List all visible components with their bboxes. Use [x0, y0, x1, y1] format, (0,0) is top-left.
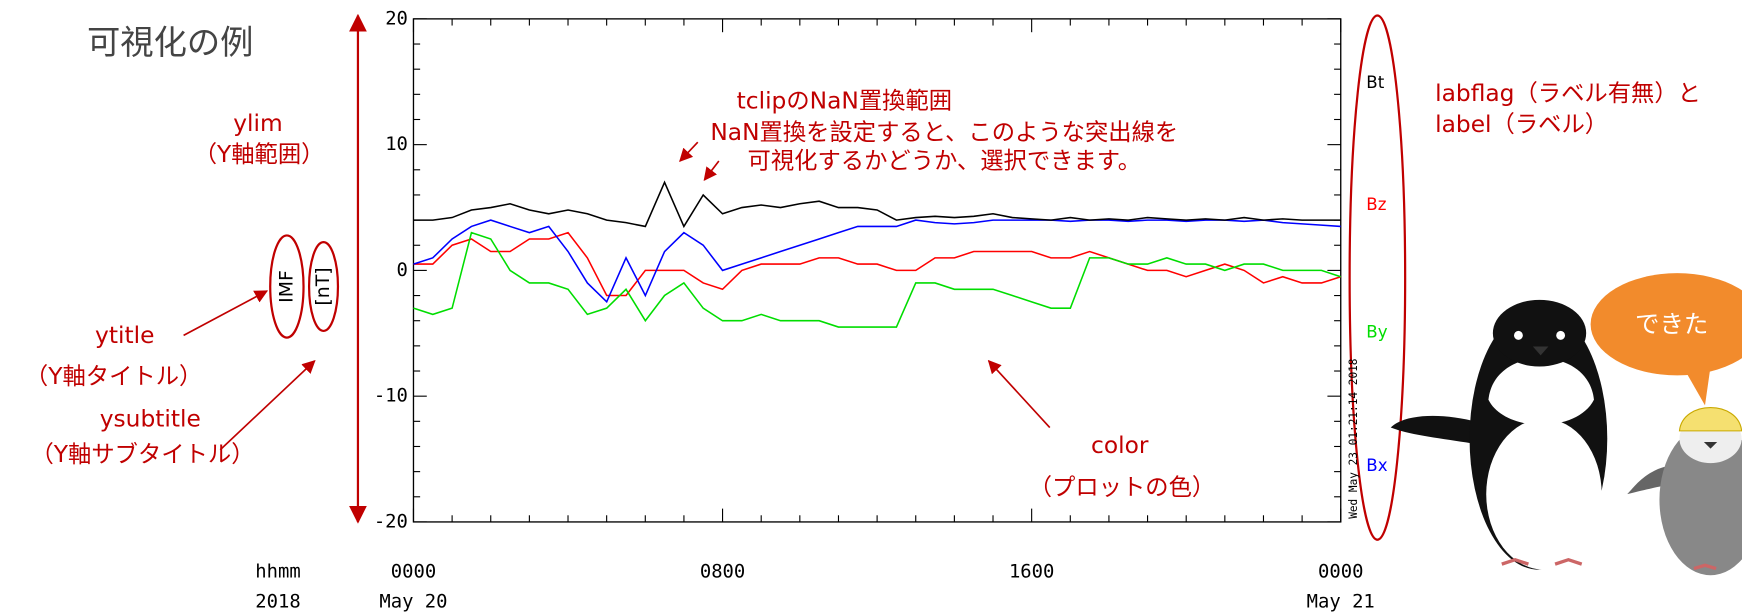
tclip-arrow [680, 142, 698, 161]
ytitle-label: ytitle [95, 322, 154, 349]
ylim-label-jp: （Y軸範囲） [194, 141, 325, 168]
slide: 可視化の例 ylim （Y軸範囲） IMF [nT] ytitle （Y軸タイト… [0, 0, 1742, 613]
y-tick-label: -10 [374, 385, 408, 407]
ysubtitle-label: ysubtitle [100, 405, 201, 432]
x-tick-label: 0800 [700, 560, 745, 582]
series-line [413, 182, 1340, 226]
labflag-label: labflag（ラベル有無）と [1435, 80, 1701, 107]
ysubtitle-arrow [220, 361, 314, 450]
tclip-arrow [704, 161, 718, 180]
bubble-text: できた [1635, 309, 1708, 338]
series-line [413, 220, 1340, 302]
y-tick-label: 10 [385, 133, 408, 155]
y-tick-label: -20 [374, 510, 408, 532]
color-arrow [989, 361, 1050, 428]
slide-title: 可視化の例 [87, 23, 253, 62]
x-tick-label: 0000 [1318, 560, 1363, 582]
series-label: Bt [1366, 73, 1384, 92]
penguin-illustration [1391, 300, 1608, 570]
speech-bubble: できた [1591, 273, 1742, 405]
series-label: By [1366, 323, 1387, 342]
labflag-label: label（ラベル） [1435, 111, 1608, 138]
ylim-label: ylim [233, 110, 282, 137]
timestamp: Wed May 23 01:21:14 2018 [1347, 359, 1360, 519]
ytitle-arrow [184, 291, 267, 335]
ytitle-label-jp: （Y軸タイトル） [25, 363, 202, 390]
x-label-header: hhmm [255, 560, 300, 582]
x-tick-label: 1600 [1009, 560, 1054, 582]
y-tick-label: 0 [397, 259, 408, 281]
x-label-header: 2018 [255, 590, 300, 612]
tclip-label: tclipのNaN置換範囲 [737, 88, 952, 115]
x-tick-label: 0000 [391, 560, 436, 582]
y-title: IMF [275, 270, 297, 303]
page: {"title": "可視化の例", "annotations": { "yli… [0, 0, 1742, 613]
color-label: color [1091, 432, 1149, 459]
y-tick-label: 20 [385, 7, 408, 29]
series-label: Bz [1366, 195, 1386, 214]
x-tick-date: May 20 [379, 590, 447, 612]
tclip-note: 可視化するかどうか、選択できます。 [748, 148, 1142, 175]
color-label-jp: （プロットの色） [1029, 474, 1216, 501]
chick-illustration [1627, 408, 1742, 576]
tclip-note: NaN置換を設定すると、このような突出線を [710, 119, 1178, 146]
series-label: Bx [1366, 456, 1387, 475]
x-tick-date: May 21 [1307, 590, 1375, 612]
y-subtitle: [nT] [312, 267, 334, 305]
series-line [413, 233, 1340, 327]
ysubtitle-label-jp: （Y軸サブタイトル） [30, 441, 254, 468]
